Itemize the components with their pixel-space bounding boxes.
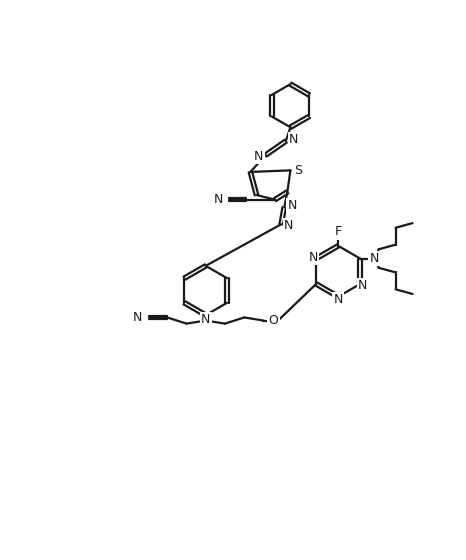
Text: O: O [268,314,278,327]
Text: N: N [132,311,142,324]
Text: N: N [334,293,343,306]
Text: N: N [213,193,223,206]
Text: F: F [335,226,342,239]
Text: S: S [294,164,302,177]
Text: N: N [201,313,211,326]
Text: N: N [289,133,298,146]
Text: N: N [358,279,368,292]
Text: N: N [284,220,294,232]
Text: N: N [309,250,318,264]
Text: N: N [370,252,379,265]
Text: N: N [254,150,264,163]
Text: N: N [287,199,297,212]
